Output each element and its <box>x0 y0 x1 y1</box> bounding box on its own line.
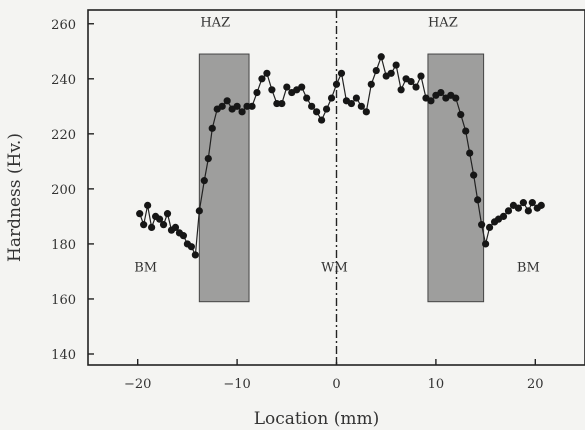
region-label-bm: BM <box>134 260 157 275</box>
data-point <box>362 108 370 116</box>
data-point <box>187 243 195 251</box>
data-point <box>155 215 164 223</box>
data-point <box>278 99 286 108</box>
data-point <box>470 171 478 179</box>
data-point <box>462 127 470 135</box>
data-point <box>377 53 385 61</box>
data-point <box>223 97 231 105</box>
data-point <box>179 232 188 240</box>
data-point <box>352 94 360 102</box>
data-point <box>367 80 375 88</box>
data-point <box>248 102 256 110</box>
data-point <box>327 94 336 102</box>
region-label-wm: WM <box>321 260 348 275</box>
x-tick-label: −10 <box>223 377 250 392</box>
data-point <box>537 201 545 209</box>
data-point <box>191 251 199 259</box>
data-point <box>457 110 465 119</box>
y-tick-label: 220 <box>51 128 76 143</box>
data-point <box>298 83 306 91</box>
data-point <box>136 210 144 218</box>
x-tick-label: 0 <box>332 377 340 392</box>
x-tick-label: 20 <box>527 377 544 392</box>
y-tick-label: 140 <box>51 348 76 363</box>
data-point <box>372 66 380 75</box>
y-tick-label: 200 <box>51 183 76 198</box>
haz-band-1 <box>198 53 250 303</box>
data-point <box>148 223 156 232</box>
data-point <box>337 69 346 77</box>
y-axis-title: Hardness (Hv.) <box>5 133 25 262</box>
data-point <box>452 94 460 102</box>
data-point <box>233 102 241 110</box>
y-tick-label: 260 <box>51 18 76 33</box>
y-tick-label: 180 <box>51 238 76 253</box>
data-point <box>499 212 508 220</box>
data-point <box>218 102 226 110</box>
data-point <box>427 97 435 105</box>
data-point <box>140 221 148 229</box>
data-point <box>466 149 474 157</box>
data-point <box>303 94 311 102</box>
data-point <box>524 207 532 215</box>
region-labels: HAZ HAZ BM WM BM <box>134 16 540 276</box>
data-point <box>504 207 513 215</box>
data-point <box>474 196 482 204</box>
y-tick-label: 160 <box>51 293 76 308</box>
x-tick-label: −20 <box>124 377 151 392</box>
data-point <box>283 83 291 91</box>
region-label-bm: BM <box>517 260 540 275</box>
data-point <box>204 155 212 163</box>
data-point <box>514 204 523 212</box>
data-point <box>200 177 208 185</box>
data-point <box>317 116 326 124</box>
data-point <box>258 75 266 83</box>
data-point <box>243 102 251 110</box>
data-point <box>273 99 281 108</box>
data-point <box>163 210 172 218</box>
data-point <box>482 240 490 248</box>
data-point <box>412 83 420 91</box>
data-point <box>478 221 486 229</box>
data-point <box>417 72 425 80</box>
data-point <box>268 86 276 94</box>
x-tick-label: 10 <box>428 377 445 392</box>
data-point <box>392 61 400 69</box>
data-point <box>238 108 246 116</box>
data-point <box>397 86 405 94</box>
data-point <box>528 199 536 207</box>
data-point <box>357 102 365 110</box>
data-point <box>407 77 415 86</box>
data-point <box>519 199 527 207</box>
data-point <box>263 69 271 77</box>
data-point <box>485 223 494 232</box>
data-point <box>332 80 341 88</box>
data-point <box>322 105 331 113</box>
data-point <box>208 124 216 132</box>
region-label-haz: HAZ <box>200 16 230 31</box>
data-point <box>195 207 203 215</box>
data-point <box>387 69 395 77</box>
series-points <box>136 53 545 259</box>
data-point <box>171 223 180 232</box>
y-tick-label: 240 <box>51 73 76 88</box>
data-point <box>313 108 321 116</box>
data-point <box>144 201 152 209</box>
region-label-haz: HAZ <box>428 16 458 31</box>
data-point <box>159 221 168 229</box>
data-point <box>347 99 356 108</box>
data-point <box>437 88 445 97</box>
data-point <box>308 102 316 110</box>
x-axis-title: Location (mm) <box>254 409 380 429</box>
data-point <box>253 88 261 97</box>
axis-ticks: −20 −10 0 10 20 140 160 180 200 220 240 260 <box>51 18 543 392</box>
